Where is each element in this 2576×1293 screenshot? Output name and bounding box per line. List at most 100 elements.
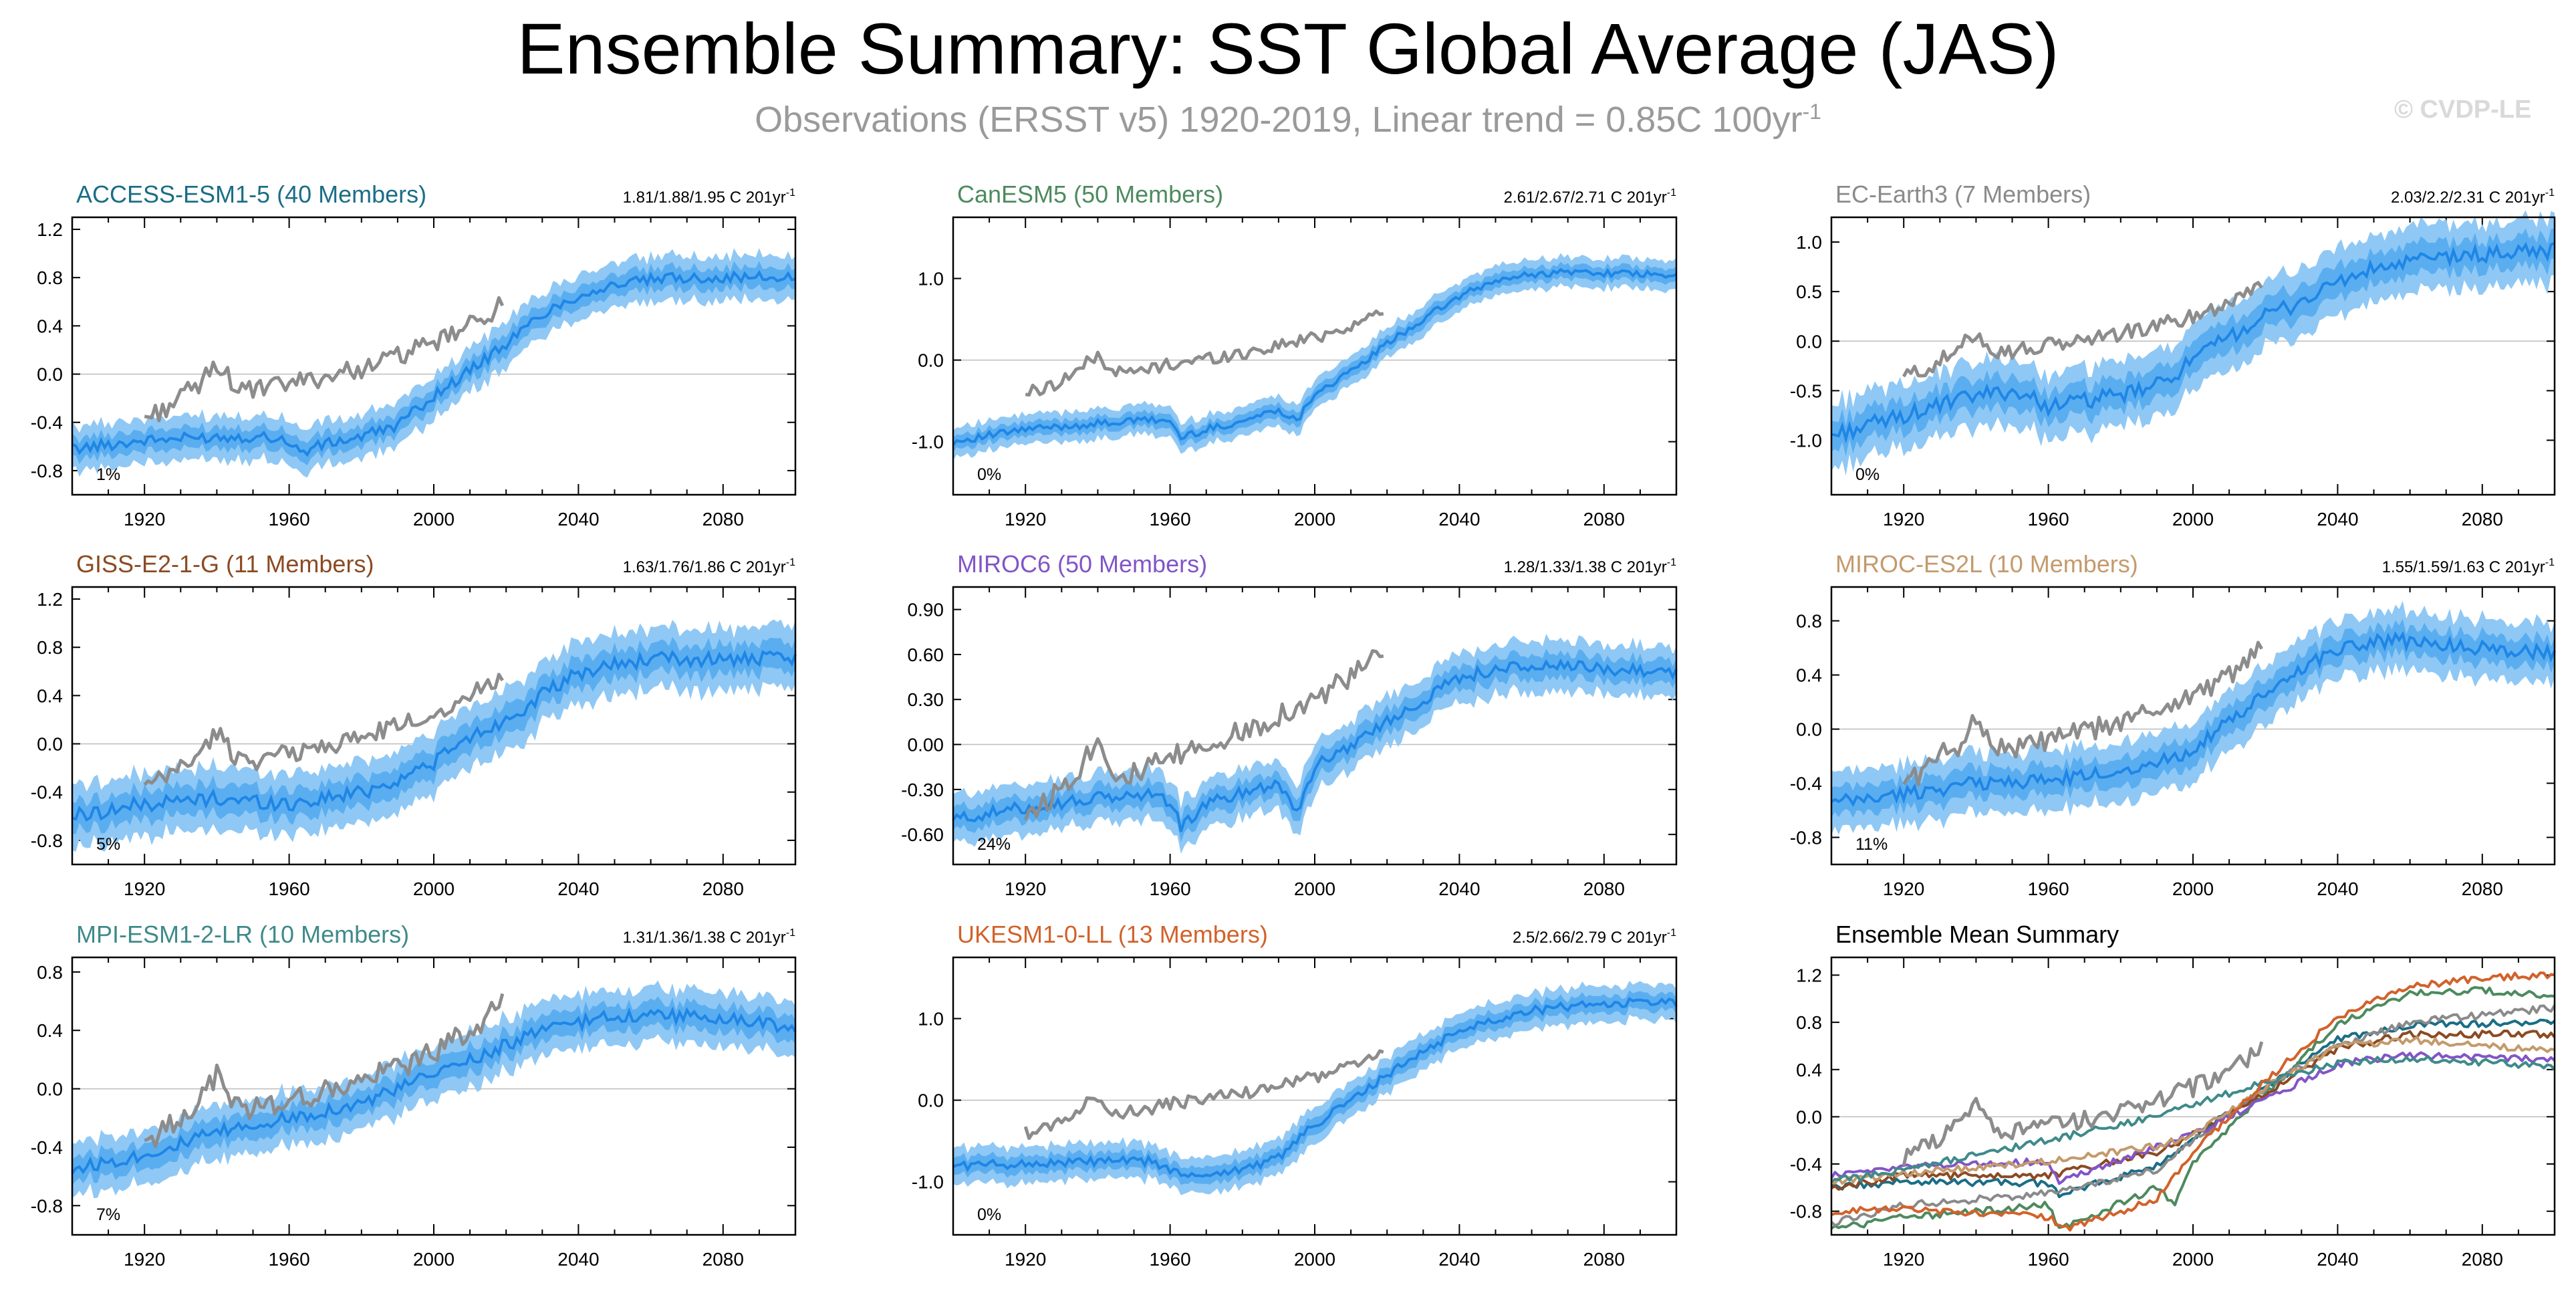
ensemble-spread-inner: [953, 990, 1676, 1185]
x-tick-label: 1920: [124, 878, 165, 899]
x-tick-label: 1960: [1149, 878, 1190, 899]
y-tick-label: -0.60: [901, 824, 944, 845]
observations-line: [144, 296, 505, 423]
y-tick-label: 0.0: [37, 734, 63, 755]
ensemble-mean-line: [952, 267, 1677, 446]
y-tick-label: 0.4: [1796, 1060, 1822, 1080]
x-tick-label: 2040: [1438, 878, 1480, 899]
ensemble-spread-outer: [953, 253, 1676, 461]
trend-rate-superscript: -1: [786, 927, 795, 939]
figure-title: Ensemble Summary: SST Global Average (JA…: [517, 8, 2059, 89]
panel-trend-rate: 1.28/1.33/1.38 C 201yr-1: [1504, 557, 1677, 576]
observations-line: [1902, 281, 2263, 378]
percent-label: 24%: [977, 835, 1011, 854]
panel-trend-rate: 2.5/2.66/2.79 C 201yr-1: [1513, 927, 1676, 947]
panel-canesm5: CanESM5 (50 Members) 2.61/2.67/2.71 C 201…: [912, 181, 1678, 530]
ensemble-mean-line: [72, 649, 797, 822]
ensemble-spread-outer: [953, 980, 1676, 1195]
y-tick-label: 0.4: [37, 1020, 63, 1041]
x-tick-label: 1960: [268, 878, 309, 899]
y-tick-label: 0.8: [37, 267, 63, 288]
percent-label: 0%: [1855, 465, 1880, 484]
subtitle-superscript: -1: [1802, 100, 1821, 124]
trend-rate-superscript: -1: [1667, 187, 1676, 199]
x-tick-label: 1920: [124, 509, 165, 530]
x-tick-label: 2080: [1583, 878, 1625, 899]
y-tick-label: 0.0: [1796, 719, 1822, 740]
series-line-ukesm1-0-ll: [1831, 971, 2555, 1232]
ensemble-spread-outer: [72, 248, 795, 478]
y-tick-label: 0.4: [1796, 665, 1822, 686]
y-tick-label: -0.30: [901, 780, 944, 800]
panel-title: MPI-ESM1-2-LR (10 Members): [76, 921, 409, 948]
x-tick-label: 2040: [557, 878, 599, 899]
plot-frame: [1830, 216, 2556, 496]
series-line-ec-earth3: [1830, 1004, 2556, 1227]
series-line-canesm5: [1830, 985, 2555, 1230]
x-tick-label: 2080: [1583, 1249, 1625, 1270]
y-tick-label: 0.8: [37, 637, 63, 658]
y-tick-label: -0.4: [1790, 774, 1822, 794]
series-line-observations: [1902, 1041, 2264, 1167]
panel-title: EC-Earth3 (7 Members): [1835, 181, 2091, 208]
series-line-access-esm1-5: [1831, 1018, 2556, 1199]
y-tick-label: 0.0: [1796, 331, 1822, 352]
ensemble-spread-inner: [953, 261, 1676, 453]
ensemble-mean-line: [1830, 630, 2556, 808]
y-tick-label: 1.0: [918, 269, 944, 289]
x-tick-label: 2040: [2317, 878, 2358, 899]
percent-label: 5%: [96, 835, 120, 854]
x-tick-label: 2040: [2317, 509, 2358, 530]
y-tick-label: 0.0: [918, 1090, 944, 1111]
panel-trend-rate: 1.81/1.88/1.95 C 201yr-1: [623, 187, 796, 207]
observations-line: [1025, 309, 1384, 397]
y-tick-label: 0.30: [908, 689, 944, 710]
ensemble-spread-inner: [72, 996, 795, 1185]
x-tick-label: 2000: [413, 509, 455, 530]
y-tick-label: 1.0: [918, 1009, 944, 1030]
trend-rate-text: 1.28/1.33/1.38 C 201yr: [1504, 558, 1667, 576]
panel-title: ACCESS-ESM1-5 (40 Members): [76, 181, 426, 208]
y-tick-label: 0.4: [37, 316, 63, 336]
observations-line: [1023, 649, 1384, 821]
x-tick-label: 2080: [2462, 509, 2503, 530]
y-tick-label: 1.2: [37, 589, 63, 610]
x-tick-label: 2080: [702, 1249, 744, 1270]
trend-rate-superscript: -1: [1667, 927, 1676, 939]
trend-rate-superscript: -1: [786, 557, 795, 568]
y-tick-label: 1.2: [37, 219, 63, 240]
x-tick-label: 1960: [268, 509, 309, 530]
subtitle-text: Observations (ERSST v5) 1920-2019, Linea…: [755, 100, 1803, 140]
panel-trend-rate: 1.55/1.59/1.63 C 201yr-1: [2382, 557, 2555, 576]
y-tick-label: 0.8: [37, 962, 63, 983]
observations-line: [1902, 640, 2263, 787]
trend-rate-superscript: -1: [1667, 557, 1676, 568]
panel-trend-rate: 2.61/2.67/2.71 C 201yr-1: [1504, 187, 1677, 207]
y-tick-label: -0.4: [31, 413, 63, 433]
plot-frame: [1830, 586, 2556, 866]
percent-label: 7%: [96, 1205, 120, 1224]
y-tick-label: 0.0: [1796, 1106, 1822, 1127]
percent-label: 0%: [977, 1205, 1001, 1224]
panel-giss-e2-1-g: GISS-E2-1-G (11 Members) 1.63/1.76/1.86 C…: [31, 550, 797, 899]
x-tick-label: 2000: [2172, 1249, 2214, 1270]
ensemble-mean-line: [952, 658, 1678, 832]
ensemble-spread-inner: [72, 636, 795, 835]
y-tick-label: 0.8: [1796, 611, 1822, 632]
x-tick-label: 1960: [1149, 1249, 1190, 1270]
x-tick-label: 2040: [1438, 509, 1480, 530]
trend-rate-text: 2.03/2.2/2.31 C 201yr: [2391, 189, 2545, 207]
x-tick-label: 1960: [268, 1249, 309, 1270]
trend-rate-text: 1.63/1.76/1.86 C 201yr: [623, 558, 786, 576]
panel-title: GISS-E2-1-G (11 Members): [76, 550, 374, 578]
panel-trend-rate: 2.03/2.2/2.31 C 201yr-1: [2391, 187, 2555, 207]
y-tick-label: -0.4: [1790, 1154, 1822, 1175]
x-tick-label: 2000: [1294, 1249, 1335, 1270]
panel-miroc6: MIROC6 (50 Members) 1.28/1.33/1.38 C 201y…: [901, 550, 1678, 899]
panel-title: UKESM1-0-LL (13 Members): [957, 921, 1268, 948]
x-tick-label: 1920: [1005, 1249, 1046, 1270]
plot-frame: [71, 956, 797, 1236]
y-tick-label: 0.0: [37, 1079, 63, 1100]
x-tick-label: 2080: [702, 878, 744, 899]
